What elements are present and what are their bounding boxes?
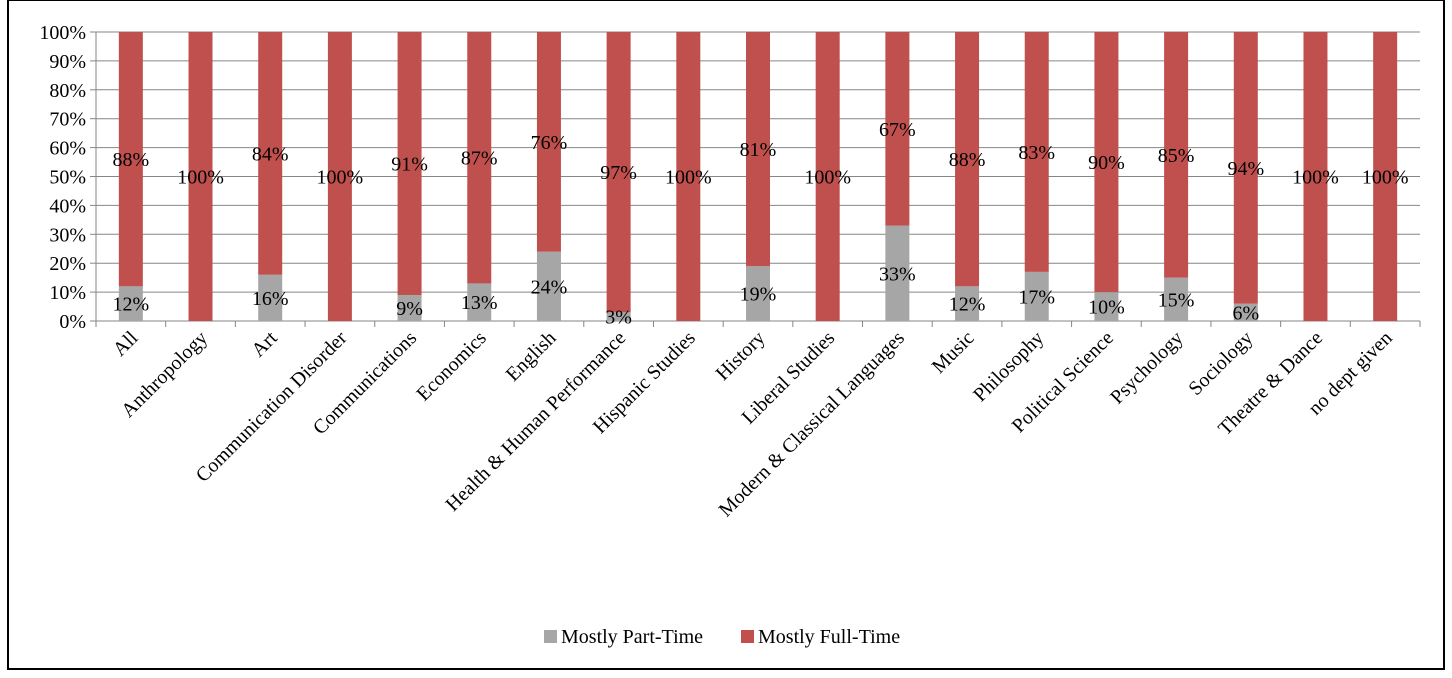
category-label: English [502, 327, 561, 386]
category-label: Sociology [1184, 327, 1257, 400]
data-label-part-time: 10% [1088, 297, 1125, 319]
bar-part-time [955, 286, 980, 321]
data-label-full-time: 100% [804, 167, 851, 189]
data-label-part-time: 6% [1232, 302, 1259, 324]
data-label-part-time: 16% [252, 288, 289, 310]
bar-full-time [1303, 32, 1328, 321]
y-tick-label: 90% [49, 51, 86, 73]
data-label-part-time: 17% [1018, 286, 1055, 308]
category-label: All [109, 327, 143, 361]
category-label: History [712, 327, 770, 385]
bar-full-time [1094, 32, 1119, 293]
bar-full-time [467, 32, 492, 284]
legend-label: Mostly Full-Time [758, 626, 900, 648]
bar-part-time [397, 294, 422, 321]
bar-part-time [606, 312, 631, 321]
chart-border [7, 0, 1445, 670]
bar-part-time [746, 266, 770, 321]
category-label: Economics [412, 327, 491, 406]
data-label-full-time: 90% [1088, 152, 1125, 174]
y-tick-label: 40% [49, 195, 86, 217]
bar-full-time [955, 32, 980, 287]
legend-swatch [741, 630, 754, 643]
data-label-part-time: 3% [605, 307, 632, 329]
data-label-part-time: 9% [396, 298, 423, 320]
category-label: Art [247, 327, 282, 362]
data-label-full-time: 100% [177, 167, 224, 189]
data-label-part-time: 15% [1158, 289, 1195, 311]
data-label-full-time: 100% [317, 167, 364, 189]
y-tick-label: 60% [49, 138, 86, 160]
category-label: Music [928, 327, 979, 378]
data-label-part-time: 13% [461, 292, 498, 314]
category-label: Psychology [1106, 327, 1188, 409]
data-label-part-time: 12% [949, 294, 986, 316]
data-label-part-time: 33% [879, 263, 916, 285]
bar-part-time [885, 225, 910, 321]
legend-label: Mostly Part-Time [561, 626, 703, 648]
data-label-full-time: 83% [1018, 142, 1055, 164]
bar-full-time [606, 32, 631, 313]
data-label-full-time: 100% [1292, 167, 1339, 189]
bar-part-time [1094, 292, 1119, 321]
bar-full-time [815, 32, 840, 321]
bar-full-time [1373, 32, 1398, 321]
data-label-full-time: 67% [879, 119, 916, 141]
y-tick-label: 10% [49, 282, 86, 304]
bar-full-time [258, 32, 283, 275]
bar-full-time [1233, 32, 1258, 304]
data-label-full-time: 85% [1158, 145, 1195, 167]
bar-part-time [467, 283, 492, 321]
bar-full-time [536, 32, 561, 252]
bar-part-time [258, 274, 283, 321]
bar-full-time [1024, 32, 1049, 272]
data-label-full-time: 81% [740, 139, 777, 161]
data-label-full-time: 87% [461, 148, 498, 170]
y-tick-label: 80% [49, 80, 86, 102]
legend-swatch [544, 630, 557, 643]
y-tick-label: 20% [49, 253, 86, 275]
bar-part-time [1233, 303, 1258, 321]
data-label-full-time: 91% [391, 153, 428, 175]
bar-full-time [1164, 32, 1189, 278]
data-label-full-time: 100% [1362, 167, 1409, 189]
data-label-full-time: 94% [1227, 158, 1264, 180]
y-tick-label: 0% [59, 311, 86, 333]
bar-full-time [118, 32, 143, 287]
y-tick-label: 100% [39, 22, 86, 44]
data-label-full-time: 84% [252, 143, 289, 165]
bar-full-time [676, 32, 701, 321]
bar-part-time [1024, 271, 1049, 321]
bar-part-time [536, 251, 561, 321]
bar-full-time [188, 32, 213, 321]
bar-full-time [397, 32, 422, 295]
y-tick-label: 70% [49, 109, 86, 131]
data-label-full-time: 76% [531, 132, 568, 154]
bar-full-time [327, 32, 352, 321]
data-label-full-time: 100% [665, 167, 712, 189]
data-label-full-time: 97% [600, 162, 637, 184]
y-tick-label: 30% [49, 224, 86, 246]
data-label-part-time: 12% [113, 294, 150, 316]
bar-full-time [746, 32, 770, 267]
data-label-full-time: 88% [113, 149, 150, 171]
bar-full-time [885, 32, 910, 226]
data-label-full-time: 88% [949, 149, 986, 171]
bar-part-time [118, 286, 143, 321]
data-label-part-time: 19% [740, 284, 777, 306]
bar-part-time [1164, 277, 1189, 321]
data-label-part-time: 24% [531, 276, 568, 298]
y-tick-label: 50% [49, 167, 86, 189]
